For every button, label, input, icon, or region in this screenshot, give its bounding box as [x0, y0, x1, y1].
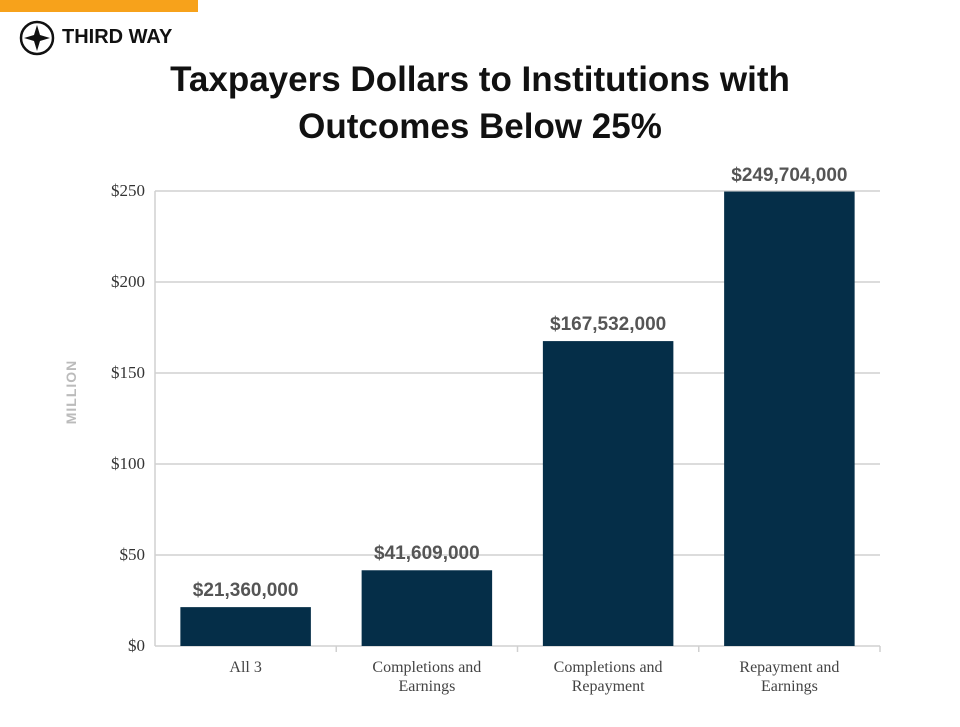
y-tick-label: $50	[119, 545, 146, 564]
y-tick-label: $100	[111, 454, 145, 473]
x-tick-label: Completions and Repayment	[553, 659, 663, 695]
x-tick-label: Repayment and Earnings	[739, 659, 840, 695]
chart-title: Taxpayers Dollars to Institutions with O…	[170, 60, 790, 146]
value-label: $249,704,000	[731, 164, 848, 186]
x-tick-label: Completions and Earnings	[372, 659, 482, 695]
bar	[361, 570, 493, 646]
value-label: $167,532,000	[550, 314, 667, 336]
y-tick-label: $200	[111, 272, 145, 291]
y-tick-label: $250	[111, 181, 145, 200]
value-label: $41,609,000	[374, 543, 480, 565]
y-tick-label: $150	[111, 363, 145, 382]
title-wrap: Taxpayers Dollars to Institutions with O…	[0, 56, 960, 150]
bar	[180, 607, 311, 646]
accent-bar	[0, 0, 198, 12]
bar	[724, 191, 855, 646]
logo-icon	[19, 20, 55, 56]
y-axis-label: MILLION	[63, 359, 79, 425]
value-label: $21,360,000	[192, 580, 299, 602]
y-tick-label: $0	[128, 636, 145, 655]
bar	[542, 341, 674, 646]
x-tick-label: All 3	[229, 659, 262, 676]
brand: THIRD WAY	[62, 26, 173, 48]
